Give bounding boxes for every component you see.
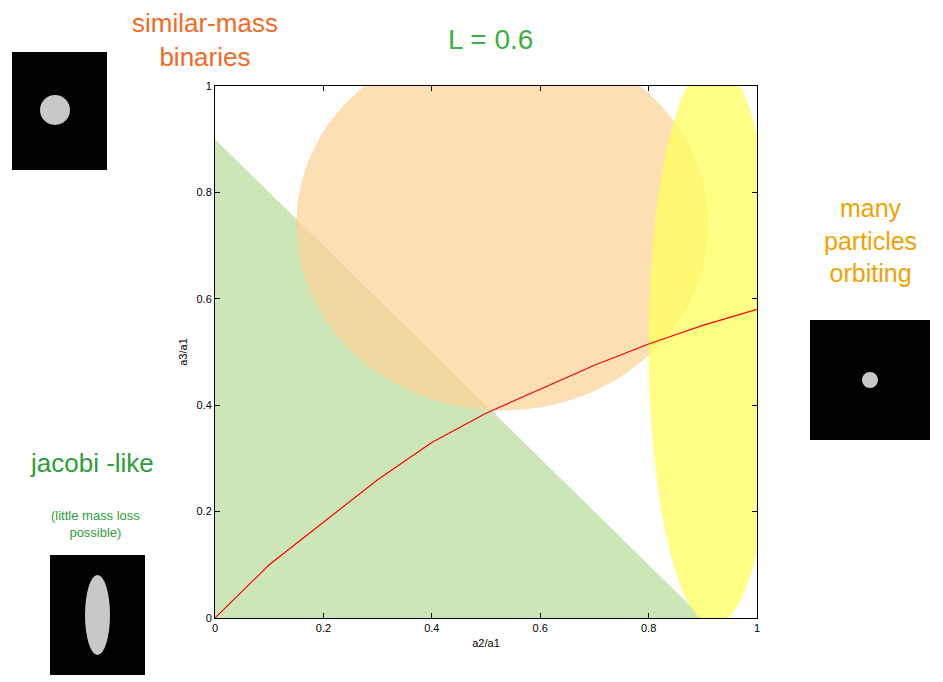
svg-text:0.6: 0.6	[197, 293, 212, 305]
svg-text:1: 1	[754, 622, 760, 634]
svg-text:a2/a1: a2/a1	[472, 637, 500, 649]
svg-text:0.2: 0.2	[316, 622, 331, 634]
svg-text:jacobi -like: jacobi -like	[30, 448, 154, 478]
svg-text:0.4: 0.4	[197, 399, 212, 411]
svg-text:0: 0	[206, 612, 212, 624]
svg-text:(little mass losspossible): (little mass losspossible)	[51, 508, 140, 540]
svg-text:0.2: 0.2	[197, 505, 212, 517]
svg-text:0.8: 0.8	[197, 186, 212, 198]
svg-text:1: 1	[206, 80, 212, 92]
svg-text:L = 0.6: L = 0.6	[448, 24, 533, 55]
svg-text:similar-massbinaries: similar-massbinaries	[132, 8, 278, 72]
svg-text:0.4: 0.4	[424, 622, 439, 634]
svg-text:manyparticlesorbiting: manyparticlesorbiting	[824, 194, 917, 287]
svg-text:a3/a1: a3/a1	[177, 338, 189, 366]
svg-text:0.6: 0.6	[533, 622, 548, 634]
svg-text:0: 0	[212, 622, 218, 634]
svg-text:0.8: 0.8	[641, 622, 656, 634]
